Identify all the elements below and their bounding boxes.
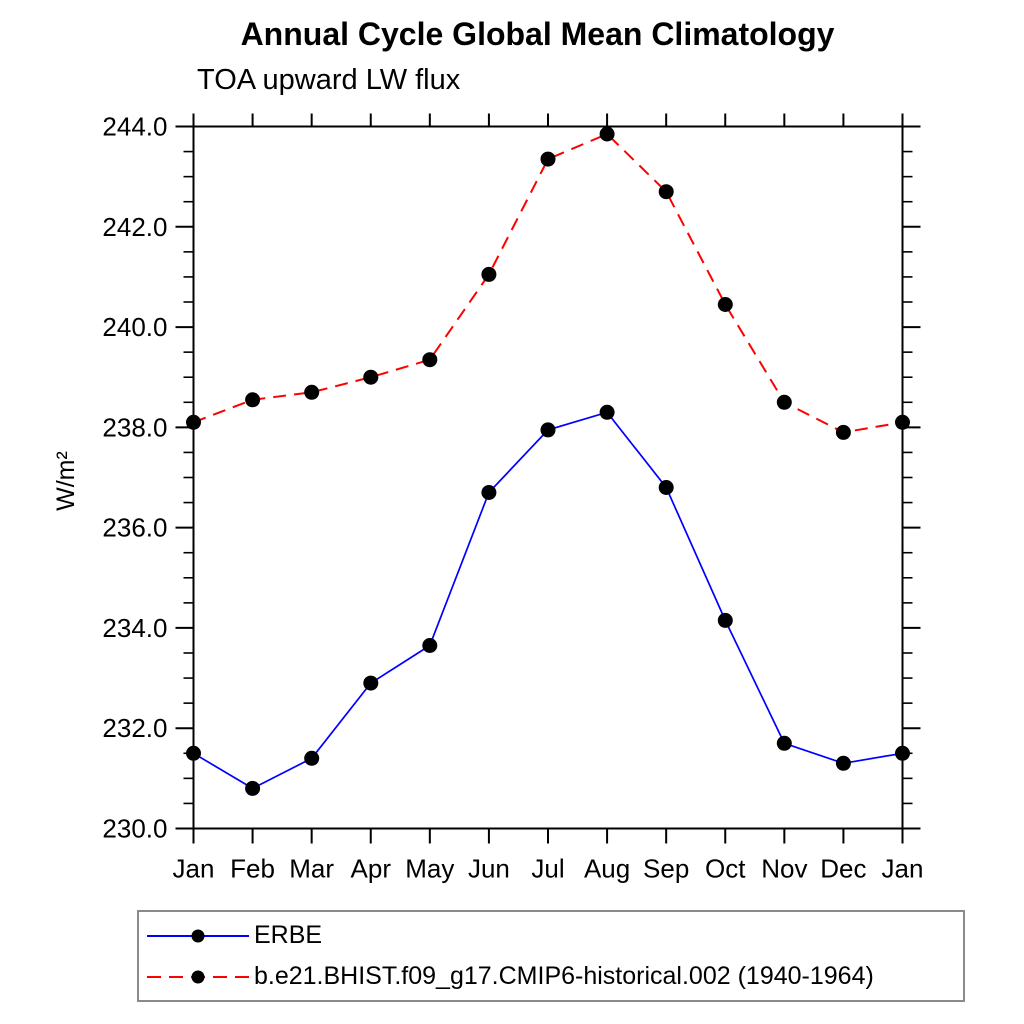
data-point — [422, 638, 438, 653]
series-line-1 — [193, 132, 903, 434]
y-tick-label: 240.0 — [102, 312, 167, 342]
x-tick-label: Dec — [820, 854, 866, 884]
data-point — [835, 755, 851, 771]
data-point — [658, 480, 674, 495]
data-point — [304, 384, 320, 400]
legend-box: ERBE b.e21.BHIST.f09_g17.CMIP6-historica… — [137, 910, 965, 1002]
data-point — [304, 750, 320, 766]
data-point — [776, 735, 792, 751]
x-tick-label: Jun — [468, 854, 510, 884]
axis-labels: 230.0 232.0 234.0 236.0 238.0 240.0 242.0 244.0… — [102, 112, 923, 884]
x-tick-label: Aug — [584, 854, 630, 884]
page-title: Annual Cycle Global Mean Climatology — [240, 16, 835, 52]
axis-ticks — [175, 113, 921, 844]
x-tick-label: Jan — [173, 854, 215, 884]
data-point — [186, 745, 201, 761]
data-point — [363, 675, 379, 691]
data-point — [599, 404, 615, 420]
y-axis-title: W/m² — [52, 451, 80, 511]
x-tick-label: Feb — [230, 854, 275, 884]
y-tick-label: 230.0 — [102, 814, 167, 844]
data-point — [895, 414, 910, 430]
data-point — [363, 369, 379, 385]
data-point — [245, 392, 261, 408]
data-point — [481, 485, 497, 500]
data-point — [717, 297, 733, 312]
y-tick-label: 234.0 — [102, 613, 167, 643]
x-tick-label: Apr — [351, 854, 392, 884]
x-tick-label: Oct — [705, 854, 746, 884]
data-point — [422, 352, 438, 368]
y-tick-label: 232.0 — [102, 713, 167, 743]
x-tick-label: May — [405, 854, 454, 884]
data-point — [835, 424, 851, 440]
x-tick-label: Mar — [289, 854, 334, 884]
y-tick-label: 236.0 — [102, 513, 167, 543]
data-point — [717, 612, 733, 628]
legend-line-sample-cmip6 — [147, 970, 249, 983]
data-point — [481, 266, 497, 282]
legend-item-cmip6: b.e21.BHIST.f09_g17.CMIP6-historical.002… — [139, 956, 963, 997]
x-tick-label: Jan — [882, 854, 924, 884]
data-point — [895, 745, 910, 761]
series-line-0 — [193, 411, 903, 790]
data-point — [186, 414, 201, 430]
y-tick-label: 238.0 — [102, 412, 167, 442]
data-point — [599, 126, 615, 142]
data-series — [186, 126, 910, 796]
legend-label-cmip6: b.e21.BHIST.f09_g17.CMIP6-historical.002… — [254, 962, 874, 990]
y-tick-label: 242.0 — [102, 212, 167, 242]
chart-subtitle: TOA upward LW flux — [197, 64, 461, 96]
x-tick-label: Jul — [531, 854, 564, 884]
data-point — [658, 184, 674, 200]
legend-marker-erbe — [191, 929, 205, 942]
plot-border — [192, 125, 904, 830]
legend-marker-cmip6 — [191, 970, 205, 983]
legend-line-sample-erbe — [147, 929, 249, 942]
x-tick-label: Sep — [643, 854, 689, 884]
data-point — [540, 422, 556, 438]
data-point — [776, 394, 792, 410]
legend-label-erbe: ERBE — [254, 921, 323, 949]
legend-item-erbe: ERBE — [139, 915, 963, 956]
y-tick-label: 244.0 — [102, 112, 167, 142]
x-tick-label: Nov — [761, 854, 807, 884]
data-point — [245, 780, 261, 796]
data-point — [540, 151, 556, 167]
